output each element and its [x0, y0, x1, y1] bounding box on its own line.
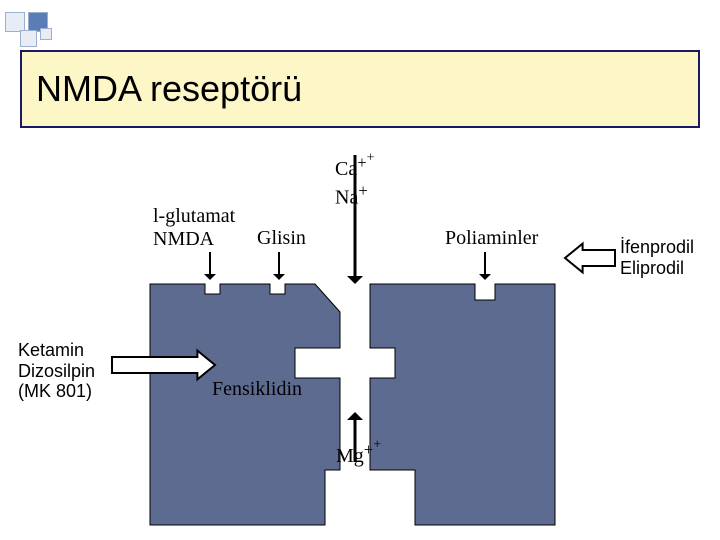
- label-fensik: Fensiklidin: [212, 378, 302, 401]
- label-ifen: İfenprodilEliprodil: [620, 237, 694, 278]
- label-glisin: Glisin: [257, 227, 306, 250]
- label-ca_na: Ca++Na+: [335, 150, 374, 210]
- label-lglut: l-glutamatNMDA: [153, 205, 235, 251]
- receptor-left: [150, 284, 340, 525]
- label-poliamin: Poliaminler: [445, 227, 538, 250]
- label-ketamin: KetaminDizosilpin (MK 801): [18, 340, 95, 402]
- receptor-right: [370, 284, 555, 525]
- label-mg: Mg++: [336, 437, 381, 468]
